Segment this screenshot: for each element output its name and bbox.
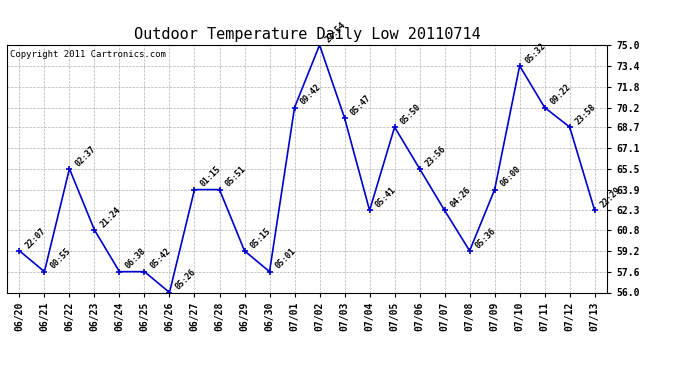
Text: Copyright 2011 Cartronics.com: Copyright 2011 Cartronics.com bbox=[10, 50, 166, 59]
Text: 00:55: 00:55 bbox=[48, 247, 72, 271]
Text: 23:58: 23:58 bbox=[574, 102, 598, 126]
Text: 06:38: 06:38 bbox=[124, 247, 148, 271]
Text: 05:41: 05:41 bbox=[374, 186, 398, 210]
Text: 22:07: 22:07 bbox=[23, 226, 48, 250]
Text: 05:50: 05:50 bbox=[399, 102, 423, 126]
Text: 04:26: 04:26 bbox=[448, 186, 473, 210]
Text: 05:42: 05:42 bbox=[148, 247, 172, 271]
Text: 21:24: 21:24 bbox=[99, 205, 123, 229]
Text: 06:00: 06:00 bbox=[499, 165, 523, 189]
Text: 05:01: 05:01 bbox=[274, 247, 298, 271]
Text: 05:26: 05:26 bbox=[174, 268, 198, 292]
Title: Outdoor Temperature Daily Low 20110714: Outdoor Temperature Daily Low 20110714 bbox=[134, 27, 480, 42]
Text: 01:15: 01:15 bbox=[199, 165, 223, 189]
Text: 09:22: 09:22 bbox=[549, 83, 573, 107]
Text: 05:47: 05:47 bbox=[348, 93, 373, 117]
Text: 05:51: 05:51 bbox=[224, 165, 248, 189]
Text: 05:32: 05:32 bbox=[524, 41, 548, 65]
Text: 22:29: 22:29 bbox=[599, 186, 623, 210]
Text: 05:36: 05:36 bbox=[474, 226, 498, 250]
Text: 02:37: 02:37 bbox=[74, 144, 98, 168]
Text: 23:54: 23:54 bbox=[324, 20, 348, 44]
Text: 09:42: 09:42 bbox=[299, 83, 323, 107]
Text: 23:56: 23:56 bbox=[424, 144, 448, 168]
Text: 05:15: 05:15 bbox=[248, 226, 273, 250]
